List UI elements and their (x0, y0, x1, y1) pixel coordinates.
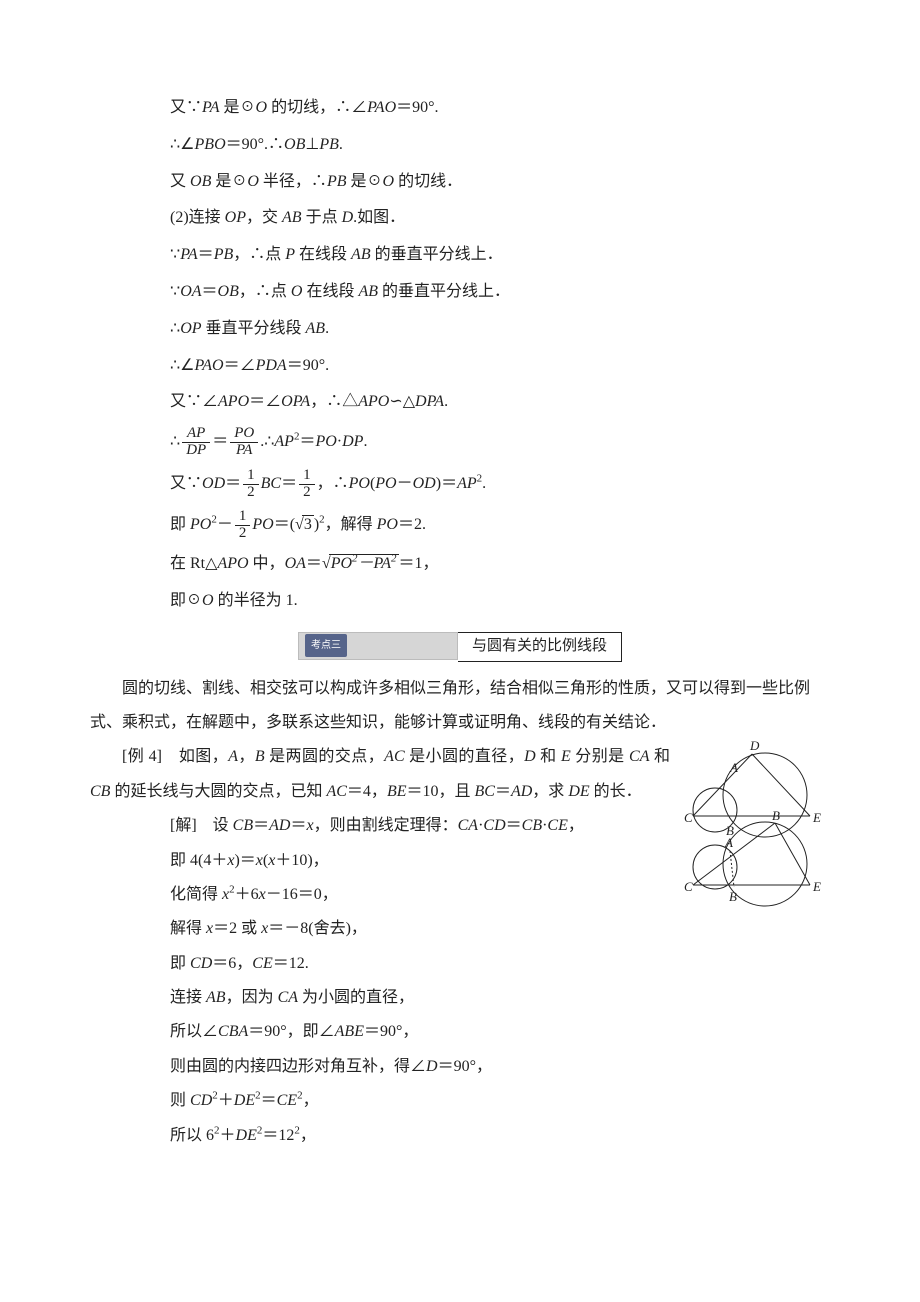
svg-text:B: B (772, 809, 780, 823)
banner-tag: 考点三 (305, 634, 347, 658)
proof-line-8: ∴∠PAO＝∠PDA＝90°. (170, 348, 830, 385)
proof-line-4: (2)连接 OP，交 AB 于点 D.如图． (170, 200, 830, 237)
proof-line-3: 又 OB 是☉O 半径，∴PB 是☉O 的切线． (170, 164, 830, 201)
svg-text:A: A (724, 835, 733, 850)
svg-text:D: D (749, 740, 760, 753)
proof-line-14: 即☉O 的半径为 1. (170, 583, 830, 620)
solution-line-5: 即 CD＝6，CE＝12. (170, 947, 670, 981)
section-banner: 考点三 与圆有关的比例线段 (90, 632, 830, 662)
solution-line-6: 连接 AB，因为 CA 为小圆的直径， (170, 981, 670, 1015)
intro-paragraph: 圆的切线、割线、相交弦可以构成许多相似三角形，结合相似三角形的性质，又可以得到一… (90, 672, 830, 741)
figure-2: B A C B E (680, 809, 830, 909)
svg-text:A: A (729, 760, 738, 775)
solution-line-2: 即 4(4＋x)＝x(x＋10)， (170, 844, 670, 878)
proof-line-1: 又∵PA 是☉O 的切线，∴∠PAO＝90°. (170, 90, 830, 127)
solution-line-10: 所以 62＋DE2＝122， (170, 1119, 670, 1153)
proof-line-7: ∴OP 垂直平分线段 AB. (170, 311, 830, 348)
banner-left: 考点三 (298, 632, 458, 660)
banner-title: 与圆有关的比例线段 (458, 632, 622, 662)
proof-line-9: 又∵∠APO＝∠OPA，∴△APO∽△DPA. (170, 384, 830, 421)
solution-line-8: 则由圆的内接四边形对角互补，得∠D＝90°， (170, 1050, 670, 1084)
proof-line-11: 又∵OD＝12BC＝12，∴PO(PO－OD)＝AP2. (170, 463, 830, 505)
solution-block: [解] 设 CB＝AD＝x，则由割线定理得：CA·CD＝CB·CE， 即 4(4… (90, 809, 830, 1153)
proof-line-5: ∵PA＝PB，∴点 P 在线段 AB 的垂直平分线上． (170, 237, 830, 274)
proof-block: 又∵PA 是☉O 的切线，∴∠PAO＝90°. ∴∠PBO＝90°.∴OB⊥PB… (90, 90, 830, 620)
svg-text:B: B (729, 889, 737, 904)
solution-line-1: [解] 设 CB＝AD＝x，则由割线定理得：CA·CD＝CB·CE， (170, 809, 670, 843)
proof-line-13: 在 Rt△APO 中，OA＝√PO2－PA2＝1， (170, 546, 830, 583)
solution-line-7: 所以∠CBA＝90°，即∠ABE＝90°， (170, 1015, 670, 1049)
proof-line-12: 即 PO2－12PO＝(√3)2，解得 PO＝2. (170, 504, 830, 546)
example-block: [例 4] 如图，A，B 是两圆的交点，AC 是小圆的直径，D 和 E 分别是 … (90, 740, 830, 809)
solution-line-4: 解得 x＝2 或 x＝－8(舍去)， (170, 912, 670, 946)
svg-text:C: C (684, 879, 693, 894)
solution-line-3: 化简得 x2＋6x－16＝0， (170, 878, 670, 912)
proof-line-6: ∵OA＝OB，∴点 O 在线段 AB 的垂直平分线上． (170, 274, 830, 311)
proof-line-2: ∴∠PBO＝90°.∴OB⊥PB. (170, 127, 830, 164)
solution-line-9: 则 CD2＋DE2＝CE2， (170, 1084, 670, 1118)
proof-line-10: ∴APDP＝POPA.∴AP2＝PO·DP. (170, 421, 830, 463)
example-line: [例 4] 如图，A，B 是两圆的交点，AC 是小圆的直径，D 和 E 分别是 … (90, 740, 670, 809)
svg-text:E: E (812, 879, 821, 894)
